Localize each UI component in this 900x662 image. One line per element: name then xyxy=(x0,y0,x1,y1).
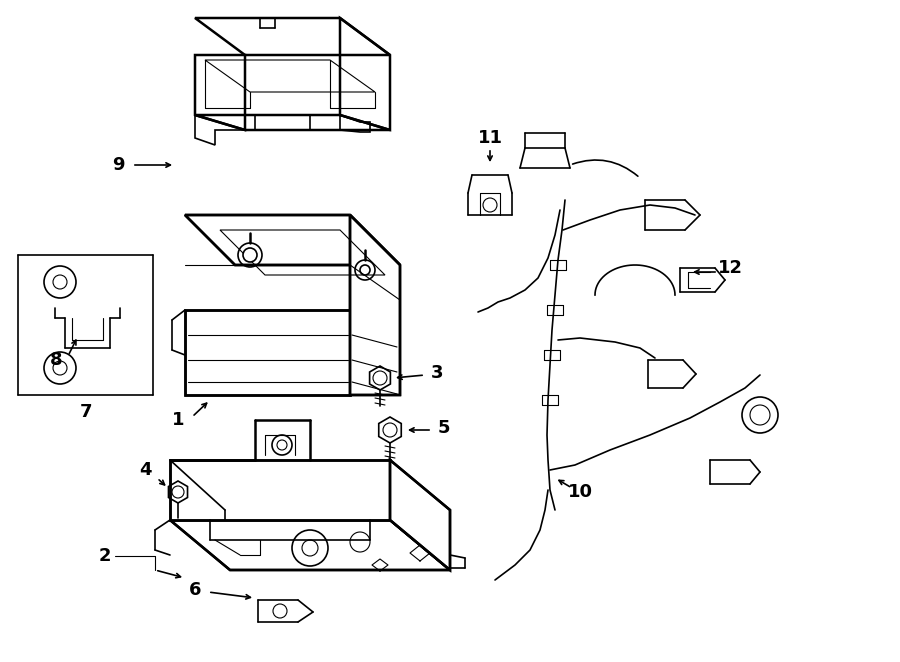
Circle shape xyxy=(243,248,257,262)
Text: 4: 4 xyxy=(139,461,151,479)
Polygon shape xyxy=(170,460,390,520)
Text: 1: 1 xyxy=(172,411,184,429)
Text: 5: 5 xyxy=(437,419,450,437)
Text: 2: 2 xyxy=(99,547,112,565)
Text: 10: 10 xyxy=(568,483,592,501)
Text: 3: 3 xyxy=(431,364,444,382)
Circle shape xyxy=(360,265,370,275)
Text: 8: 8 xyxy=(50,351,62,369)
Polygon shape xyxy=(185,215,400,265)
Text: 6: 6 xyxy=(189,581,202,599)
Polygon shape xyxy=(350,215,400,395)
Polygon shape xyxy=(390,460,450,570)
Text: 7: 7 xyxy=(80,403,93,421)
Polygon shape xyxy=(185,310,350,395)
Polygon shape xyxy=(170,520,450,570)
Text: 12: 12 xyxy=(717,259,742,277)
Text: 11: 11 xyxy=(478,129,502,147)
Text: 9: 9 xyxy=(112,156,124,174)
